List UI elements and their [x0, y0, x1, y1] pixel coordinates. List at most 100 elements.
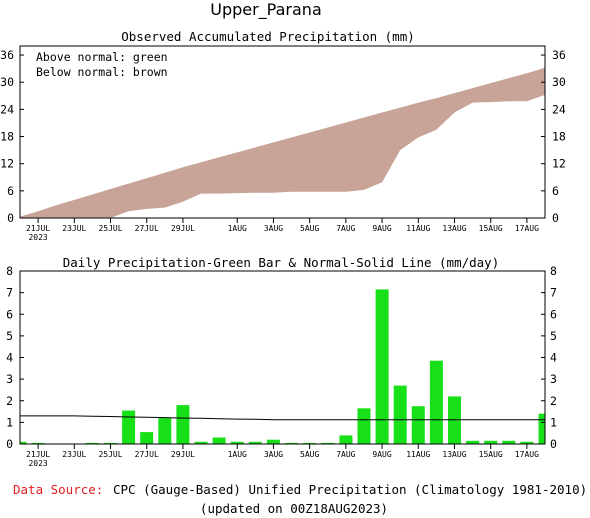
- daily-ytick-label-left: 1: [6, 415, 13, 429]
- daily-xtick-label: 9AUG: [372, 450, 391, 459]
- accum-xtick-label: 9AUG: [372, 224, 391, 233]
- accum-legend-above: Above normal: green: [36, 50, 168, 64]
- daily-ytick-label-right: 1: [550, 415, 557, 429]
- accum-ytick-label-left: 0: [7, 211, 14, 225]
- daily-xtick-label: 17AUG: [515, 450, 539, 459]
- daily-bar: [122, 410, 136, 444]
- daily-bar: [230, 441, 244, 444]
- daily-ytick-label-right: 8: [550, 264, 557, 278]
- daily-bar: [484, 440, 498, 444]
- daily-ytick-label-right: 6: [550, 307, 557, 321]
- daily-xtick-label: 3AUG: [264, 450, 283, 459]
- updated-note: (updated on 00Z18AUG2023): [200, 501, 388, 516]
- accum-xtick-label: 17AUG: [515, 224, 539, 233]
- daily-bar: [303, 442, 317, 444]
- daily-ytick-label-right: 3: [550, 372, 557, 386]
- accum-xtick-label: 25JUL: [98, 224, 122, 233]
- daily-ytick-label-right: 0: [550, 437, 557, 451]
- accum-plot-frame: [19, 45, 546, 219]
- accum-ytick-label-right: 36: [552, 48, 566, 62]
- accum-xtick-label: 29JUL: [171, 224, 195, 233]
- accum-ytick-label-right: 18: [552, 130, 566, 144]
- daily-ytick-label-left: 7: [6, 286, 13, 300]
- daily-ytick-label-right: 2: [550, 394, 557, 408]
- daily-xtick-label: 23JUL: [62, 450, 86, 459]
- daily-xtick-label: 25JUL: [98, 450, 122, 459]
- daily-xtick-label: 13AUG: [442, 450, 466, 459]
- accum-ytick-label-left: 6: [7, 184, 14, 198]
- accum-ytick-label-right: 24: [552, 102, 566, 116]
- daily-ytick-label-left: 8: [6, 264, 13, 278]
- daily-plot-frame: [19, 270, 546, 445]
- accum-ytick-label-left: 24: [0, 102, 14, 116]
- daily-bar: [85, 442, 99, 444]
- accum-xtick-label: 7AUG: [336, 224, 355, 233]
- daily-ytick-label-left: 3: [6, 372, 13, 386]
- daily-ytick-label-left: 0: [6, 437, 13, 451]
- accum-ytick-label-left: 12: [0, 157, 14, 171]
- daily-xtick-label: 5AUG: [300, 450, 319, 459]
- daily-ytick-label-right: 5: [550, 329, 557, 343]
- daily-year-label: 2023: [28, 459, 47, 468]
- daily-bar: [357, 408, 371, 444]
- accum-chart: Above normal: green Below normal: brown …: [0, 45, 566, 242]
- daily-xtick-label: 27JUL: [135, 450, 159, 459]
- accum-xtick-label: 23JUL: [62, 224, 86, 233]
- daily-xtick-label: 21JUL: [26, 450, 50, 459]
- daily-bar: [140, 432, 154, 444]
- accum-xtick-label: 3AUG: [264, 224, 283, 233]
- accum-ytick-label-right: 6: [552, 184, 559, 198]
- daily-bar: [393, 385, 407, 444]
- daily-xtick-label: 11AUG: [406, 450, 430, 459]
- daily-normal-line: [20, 415, 545, 421]
- accum-xtick-label: 15AUG: [479, 224, 503, 233]
- accum-ytick-label-left: 18: [0, 130, 14, 144]
- accum-ytick-label-left: 30: [0, 75, 14, 89]
- daily-xtick-label: 29JUL: [171, 450, 195, 459]
- region-title: Upper_Parana: [210, 0, 322, 20]
- daily-bar: [339, 435, 353, 444]
- accum-xtick-label: 5AUG: [300, 224, 319, 233]
- accum-xtick-label: 11AUG: [406, 224, 430, 233]
- daily-bar: [502, 440, 516, 444]
- data-source-text: CPC (Gauge-Based) Unified Precipitation …: [113, 482, 587, 497]
- daily-bar: [158, 418, 172, 444]
- daily-bar: [212, 437, 226, 444]
- daily-bar: [266, 439, 280, 444]
- daily-ytick-label-left: 5: [6, 329, 13, 343]
- daily-bar: [194, 441, 208, 444]
- accum-xtick-label: 21JUL: [26, 224, 50, 233]
- below-normal-area: [20, 67, 545, 218]
- accum-xtick-label: 13AUG: [442, 224, 466, 233]
- daily-bar: [20, 441, 27, 444]
- accum-ytick-label-right: 12: [552, 157, 566, 171]
- daily-bar: [375, 289, 389, 444]
- daily-ytick-label-right: 7: [550, 286, 557, 300]
- daily-ytick-label-left: 6: [6, 307, 13, 321]
- data-source-label: Data Source:: [13, 482, 103, 497]
- daily-chart-title: Daily Precipitation-Green Bar & Normal-S…: [63, 255, 500, 270]
- daily-ytick-label-left: 4: [6, 351, 13, 365]
- accum-xtick-label: 27JUL: [135, 224, 159, 233]
- accum-ytick-label-left: 36: [0, 48, 14, 62]
- accum-xtick-label: 1AUG: [228, 224, 247, 233]
- daily-bar: [176, 405, 190, 444]
- daily-bar: [520, 441, 534, 444]
- daily-bar: [285, 442, 299, 444]
- accum-legend-below: Below normal: brown: [36, 65, 168, 79]
- daily-bar: [466, 440, 480, 444]
- accum-chart-title: Observed Accumulated Precipitation (mm): [121, 29, 415, 44]
- daily-xtick-label: 7AUG: [336, 450, 355, 459]
- daily-bar: [104, 442, 117, 444]
- accum-year-label: 2023: [28, 233, 47, 242]
- daily-chart: 0 0 1 1 2 2 3 3 4 4 5 5 6 6 7 7 8 8 21JUL 23JUL 25JUL 27JUL 2…: [6, 264, 557, 468]
- daily-bar: [538, 413, 545, 444]
- daily-xtick-label: 15AUG: [479, 450, 503, 459]
- daily-bar: [321, 442, 335, 444]
- daily-bar: [429, 360, 443, 444]
- daily-bar: [31, 442, 45, 444]
- accum-ytick-label-right: 30: [552, 75, 566, 89]
- daily-ytick-label-right: 4: [550, 351, 557, 365]
- daily-bar: [411, 406, 425, 444]
